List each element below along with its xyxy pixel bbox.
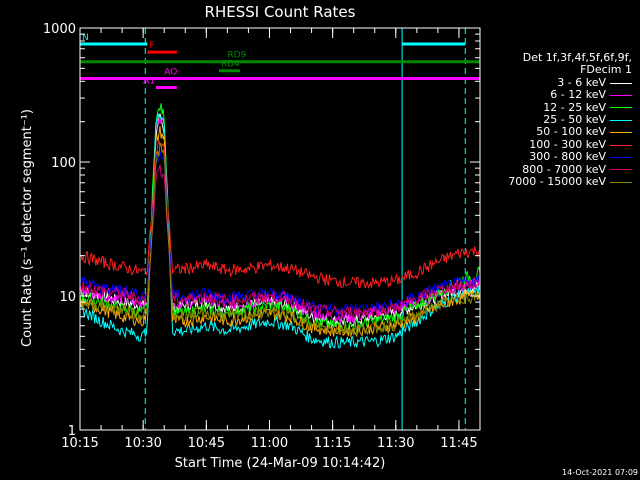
legend-label: 7000 - 15000 keV [508,175,606,189]
series-line [79,151,481,317]
series-lines [79,103,481,349]
legend-header-line-2: FDecim 1 [580,63,632,77]
legend-item: 300 - 800 keV [484,150,632,164]
x-tick-label: 10:45 [188,436,225,451]
legend-header-line-1: Det 1f,3f,4f,5f,6f,9f, [522,51,632,64]
legend-item: 25 - 50 keV [484,113,632,127]
series-line [79,164,481,319]
legend-label: 25 - 50 keV [543,113,606,127]
legend-label: 6 - 12 keV [550,88,606,102]
series-line [79,103,481,333]
chart-title: RHESSI Count Rates [205,3,356,21]
legend-swatch [610,82,632,84]
legend-label: 50 - 100 keV [536,125,606,139]
legend-label: 12 - 25 keV [543,100,606,114]
series-line [79,113,481,349]
series-line [79,141,481,336]
legend-label: 800 - 7000 keV [522,162,606,176]
legend-item: 100 - 300 keV [484,137,632,151]
state-bar-label: AO [164,67,177,77]
series-line [79,116,481,325]
legend-swatch [610,132,632,134]
y-tick-label: 10 [59,290,76,305]
x-tick-label: 11:30 [377,436,414,451]
x-tick-label: 10:30 [124,436,161,451]
state-bar-label: N [82,33,89,43]
x-tick-label: 11:45 [440,436,477,451]
series-line [79,140,481,290]
plot-frame [79,27,481,431]
state-bar-label: RD4 [221,60,240,70]
legend-swatch [610,144,632,146]
x-tick-label: 11:00 [251,436,288,451]
legend-item: 6 - 12 keV [484,88,632,102]
vertical-markers [79,28,466,430]
footer-timestamp: 14-Oct-2021 07:09 [562,468,638,477]
legend-item: 7000 - 15000 keV [484,175,632,189]
legend-swatch [610,94,632,96]
legend-item: 12 - 25 keV [484,100,632,114]
y-axis-label: Count Rate (s⁻¹ detector segment⁻¹) [20,109,35,347]
state-bar-label: RD9 [227,51,246,61]
y-tick-label: 1 [68,424,76,439]
legend-item: 50 - 100 keV [484,126,632,138]
legend-item: 3 - 6 keV [484,75,632,89]
x-tick-label: 10:15 [61,436,98,451]
x-axis-label: Start Time (24-Mar-09 10:14:42) [175,456,386,471]
legend-label: 100 - 300 keV [529,137,606,151]
state-bar-label: A1 [143,76,155,86]
y-tick-label: 100 [51,156,76,171]
legend-swatch [610,156,632,158]
legend-label: 3 - 6 keV [557,75,606,89]
legend-swatch [610,107,632,109]
legend-swatch [610,119,632,121]
legend: Det 1f,3f,4f,5f,6f,9f, FDecim 1 3 - 6 ke… [484,51,632,189]
axes: 10:15 10:30 10:45 11:00 11:15 11:30 11:45 1 10 10… [43,22,481,451]
legend-item: 800 - 7000 keV [484,162,632,176]
legend-label: 300 - 800 keV [529,150,606,164]
y-tick-label: 1000 [43,22,76,37]
legend-swatch [610,181,632,183]
legend-swatch [610,169,632,171]
x-tick-label: 11:15 [314,436,351,451]
state-bar-label: F [149,41,154,51]
